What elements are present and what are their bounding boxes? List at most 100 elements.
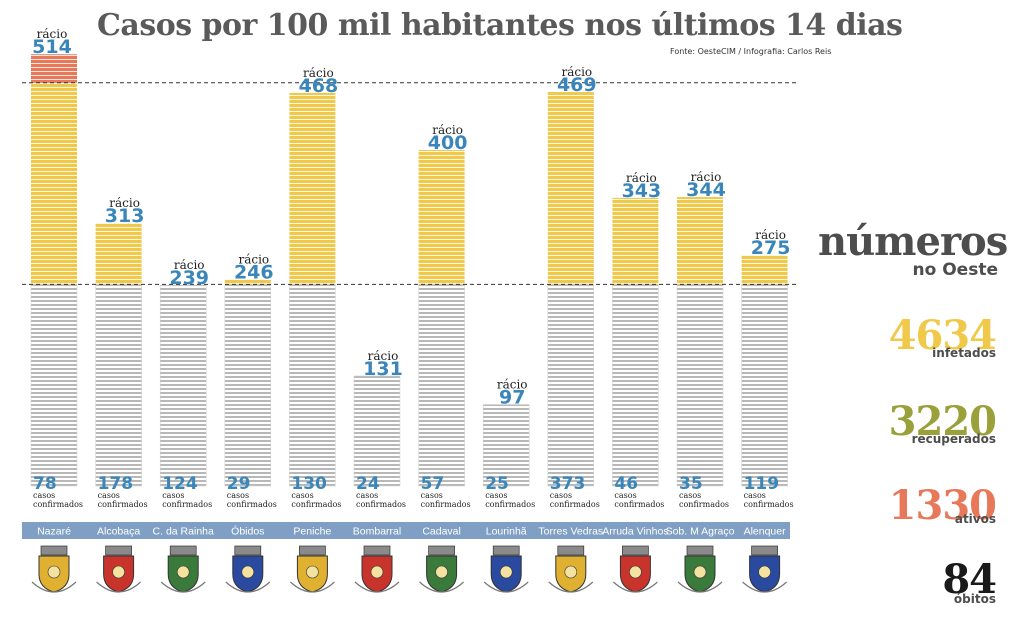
crest-crown-icon (169, 545, 197, 556)
crest-crown-icon (686, 545, 714, 556)
bar-gray-arruda-vinhos (612, 284, 659, 486)
bar-yellow-alenquer (741, 255, 788, 285)
bar-gray-lourinhã (483, 404, 530, 486)
confirmed-caption: confirmados (33, 500, 83, 509)
crest-crown-icon (428, 545, 455, 556)
stat-obitos-label: óbitos (953, 592, 996, 606)
crest-ribbon-icon (31, 581, 77, 593)
category-label: Nazaré (37, 526, 71, 538)
source-credit: Fonte: OesteCIM / Infografia: Carlos Rei… (670, 47, 832, 56)
ratio-caption: rácio (303, 66, 334, 80)
bar-yellow-sob-m-agraço (677, 197, 723, 285)
confirmed-caption: confirmados (485, 500, 535, 509)
ratio-value-peniche: 468 (299, 75, 339, 97)
crest-emblem-icon (758, 565, 771, 579)
confirmed-caption: confirmados (98, 500, 148, 509)
confirmed-value-óbidos: 29 (227, 474, 251, 494)
category-label: C. da Rainha (153, 526, 214, 538)
category-label: Sob. M Agraço (666, 526, 735, 538)
confirmed-caption: casos (98, 491, 120, 500)
confirmed-caption: confirmados (679, 500, 729, 509)
stat-recuperados-label: recuperados (911, 432, 996, 446)
confirmed-value-bombarral: 24 (356, 474, 380, 494)
category-label: Alcobaça (97, 526, 140, 538)
confirmed-caption: casos (33, 491, 55, 500)
ratio-caption: rácio (238, 252, 269, 266)
bar-chart: rácio51478casosconfirmadosrácio313178cas… (22, 27, 798, 593)
confirmed-value-nazaré: 78 (33, 474, 57, 494)
bar-gray-sob-m-agraço (677, 284, 723, 486)
crest-emblem-icon (306, 565, 319, 579)
confirmed-caption: confirmados (356, 500, 406, 509)
bar-gray-outline-lourinhã (482, 404, 530, 487)
confirmed-caption: confirmados (550, 500, 600, 509)
crest-crown-icon (751, 545, 778, 556)
ratio-value-sob-m-agraço: 344 (686, 179, 726, 201)
confirmed-caption: casos (356, 491, 378, 500)
crest-ribbon-icon (612, 581, 658, 593)
confirmed-value-arruda-vinhos: 46 (614, 474, 638, 494)
bar-yellow-torres-vedras (547, 92, 594, 285)
chart-title: Casos por 100 mil habitantes nos últimos… (97, 8, 903, 43)
ratio-caption: rácio (109, 196, 140, 210)
crest-ribbon-icon (742, 581, 788, 593)
crest-emblem-icon (693, 565, 707, 579)
crest-ribbon-icon (225, 581, 271, 593)
summary-title: números (818, 218, 1008, 265)
bar-yellow-nazaré (31, 82, 77, 285)
ratio-value-alcobaça: 313 (105, 205, 145, 227)
crest-emblem-icon (499, 565, 513, 579)
crest-crown-icon (492, 545, 520, 556)
ratio-value-c-da-rainha: 239 (169, 267, 209, 289)
ratio-value-óbidos: 246 (234, 261, 274, 283)
confirmed-caption: confirmados (162, 500, 212, 509)
ratio-value-cadaval: 400 (428, 132, 468, 154)
confirmed-caption: confirmados (744, 500, 794, 509)
ratio-caption: rácio (174, 258, 205, 272)
confirmed-caption: casos (291, 491, 313, 500)
crest-ribbon-icon (483, 581, 529, 593)
ratio-caption: rácio (368, 349, 399, 363)
bar-gray-óbidos (224, 284, 271, 486)
confirmed-caption: casos (421, 491, 443, 500)
confirmed-value-lourinhã: 25 (485, 474, 509, 494)
confirmed-caption: casos (485, 491, 507, 500)
stat-infetados-value: 4634 (888, 312, 997, 359)
stat-obitos-value: 84 (942, 556, 997, 603)
bar-gray-cadaval (418, 284, 465, 486)
confirmed-value-peniche: 130 (291, 474, 327, 494)
confirmed-value-c-da-rainha: 124 (162, 474, 198, 494)
confirmed-value-torres-vedras: 373 (550, 474, 586, 494)
ratio-caption: rácio (755, 228, 786, 242)
ratio-caption: rácio (561, 65, 592, 79)
confirmed-caption: confirmados (227, 500, 277, 509)
ratio-caption: rácio (37, 27, 68, 41)
category-label: Peniche (293, 526, 331, 538)
stat-recuperados-value: 3220 (888, 398, 997, 445)
bar-gray-c-da-rainha (160, 285, 207, 486)
confirmed-caption: casos (744, 491, 766, 500)
crest-ribbon-icon (354, 581, 400, 593)
ratio-value-torres-vedras: 469 (557, 74, 597, 96)
crest-ribbon-icon (677, 581, 723, 593)
crest-emblem-icon (112, 565, 125, 579)
stat-ativos-value: 1330 (888, 482, 997, 529)
ratio-caption: rácio (497, 378, 528, 392)
confirmed-value-sob-m-agraço: 35 (679, 474, 703, 494)
confirmed-caption: confirmados (614, 500, 664, 509)
crest-emblem-icon (564, 565, 578, 579)
confirmed-value-alenquer: 119 (744, 474, 780, 494)
bar-gray-outline-c-da-rainha (159, 284, 207, 487)
ratio-value-nazaré: 514 (32, 36, 72, 58)
bar-red-nazaré (31, 54, 77, 83)
confirmed-value-cadaval: 57 (421, 474, 445, 494)
crest-ribbon-icon (289, 581, 335, 593)
crest-crown-icon (105, 545, 132, 556)
category-label: Cadaval (422, 526, 461, 538)
bar-yellow-peniche (289, 92, 336, 285)
bar-gray-nazaré (31, 284, 77, 486)
bar-gray-outline-bombarral (353, 375, 401, 487)
bar-gray-alenquer (741, 284, 788, 486)
crest-crown-icon (299, 545, 326, 556)
crest-emblem-icon (241, 565, 255, 579)
